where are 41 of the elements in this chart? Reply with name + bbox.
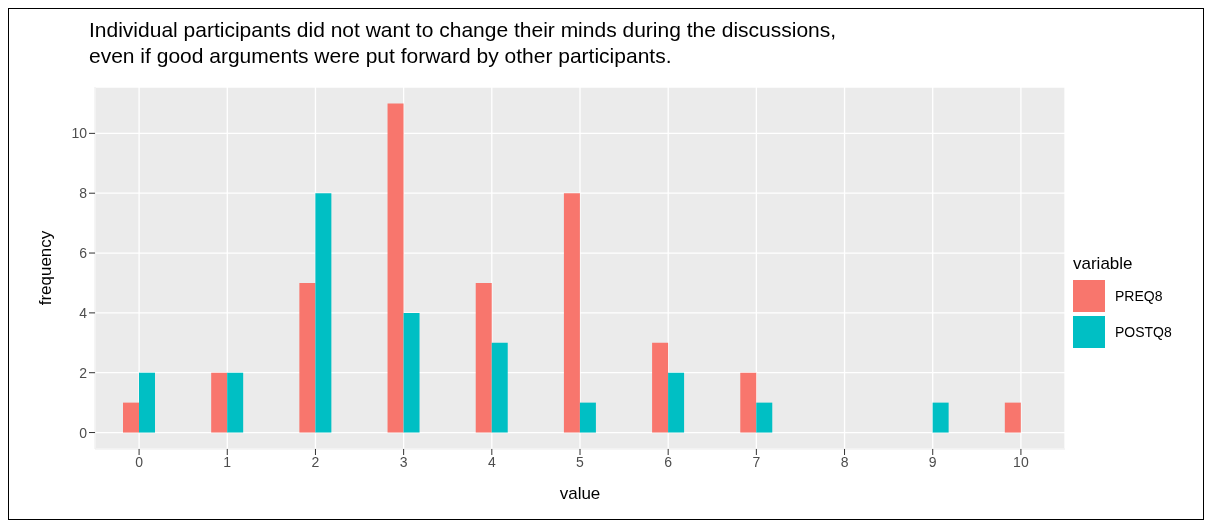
legend-label: POSTQ8 bbox=[1115, 324, 1172, 340]
bar bbox=[403, 312, 420, 433]
y-tick-label: 6 bbox=[79, 245, 88, 262]
bar bbox=[579, 402, 596, 433]
y-tick-label: 0 bbox=[79, 424, 88, 441]
x-tick-label: 9 bbox=[928, 453, 937, 470]
x-tick-label: 7 bbox=[752, 453, 761, 470]
y-tick-label: 8 bbox=[79, 185, 88, 202]
y-axis-title: frequency bbox=[36, 230, 56, 306]
bar bbox=[139, 372, 155, 433]
bar bbox=[491, 342, 508, 433]
y-tick-label: 2 bbox=[79, 364, 88, 381]
x-tick-label: 6 bbox=[664, 453, 673, 470]
bar bbox=[652, 342, 669, 433]
bar bbox=[123, 402, 139, 433]
bar bbox=[387, 103, 404, 433]
y-tick-label: 10 bbox=[71, 125, 88, 142]
x-axis-title: value bbox=[559, 484, 601, 503]
legend-title: variable bbox=[1073, 254, 1134, 274]
bar bbox=[211, 372, 228, 433]
bar bbox=[1004, 402, 1021, 433]
bar bbox=[756, 402, 773, 433]
bar bbox=[475, 282, 492, 433]
x-tick-label: 3 bbox=[399, 453, 408, 470]
bar bbox=[315, 193, 332, 433]
x-tick-label: 5 bbox=[576, 453, 585, 470]
bar bbox=[668, 372, 685, 433]
bar bbox=[740, 372, 757, 433]
bar bbox=[932, 402, 949, 433]
x-tick-label: 0 bbox=[135, 453, 144, 470]
x-tick-label: 4 bbox=[487, 453, 496, 470]
bar bbox=[227, 372, 244, 433]
x-tick-label: 10 bbox=[1013, 453, 1029, 470]
x-tick-label: 8 bbox=[840, 453, 849, 470]
chart-title: Individual participants did not want to change their minds during the discussions, even if good arguments were put forward by other participants. bbox=[89, 17, 837, 69]
x-tick-label: 2 bbox=[311, 453, 320, 470]
bar bbox=[563, 193, 580, 433]
y-tick-label: 4 bbox=[79, 304, 88, 321]
x-tick-label: 1 bbox=[223, 453, 232, 470]
legend-label: PREQ8 bbox=[1115, 288, 1163, 304]
bar bbox=[299, 282, 316, 433]
